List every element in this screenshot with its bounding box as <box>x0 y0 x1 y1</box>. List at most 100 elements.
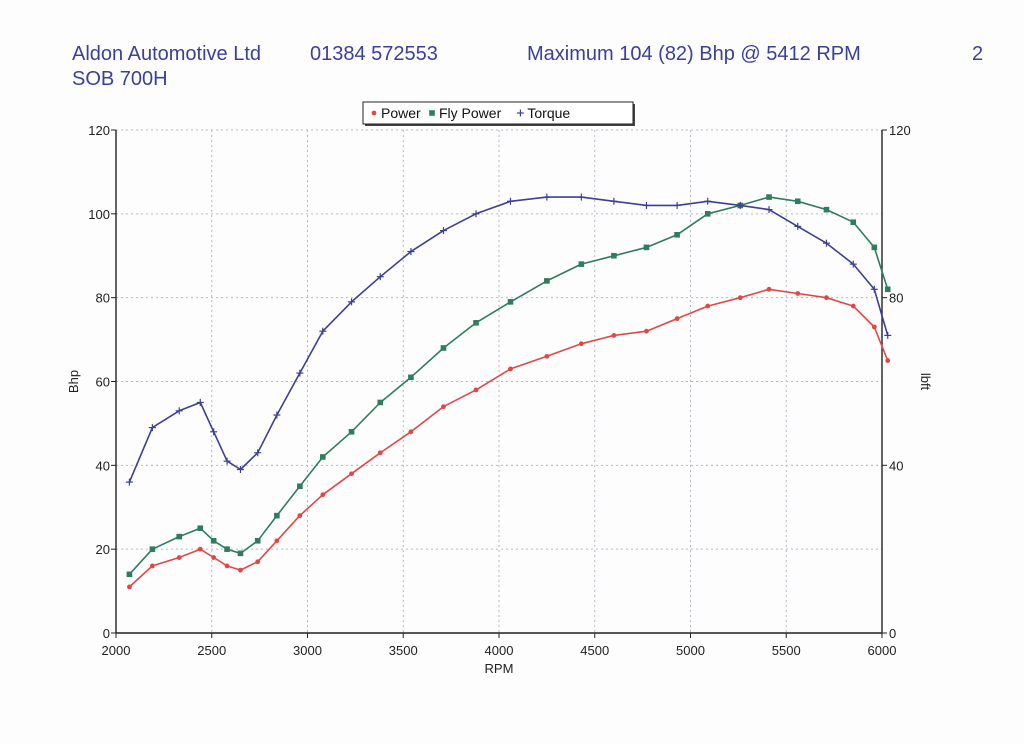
data-point <box>296 369 304 377</box>
legend-label: Fly Power <box>439 105 502 121</box>
data-point <box>274 512 280 519</box>
data-point <box>210 537 217 544</box>
y-tick-label: 20 <box>96 542 110 557</box>
data-point <box>348 298 356 306</box>
data-point <box>884 331 892 339</box>
legend-item: Fly Power <box>429 105 502 121</box>
data-point <box>255 559 261 565</box>
series-line <box>128 196 889 575</box>
data-point <box>516 109 524 117</box>
legend-item: Power <box>371 105 421 121</box>
data-point <box>871 244 878 251</box>
vehicle-registration: SOB 700H <box>72 68 168 90</box>
data-point <box>822 239 830 247</box>
data-point <box>473 320 479 326</box>
data-point <box>371 110 377 116</box>
x-tick-label: 2000 <box>102 643 131 658</box>
data-point <box>884 286 891 293</box>
grid <box>116 129 882 633</box>
data-point <box>577 193 585 201</box>
data-point <box>349 471 354 477</box>
data-point <box>149 546 156 552</box>
data-point <box>850 219 857 226</box>
data-point <box>439 227 447 235</box>
data-point <box>674 316 680 322</box>
data-point <box>224 563 230 569</box>
data-point <box>127 584 132 590</box>
company-name: Aldon Automotive Ltd <box>72 43 262 65</box>
data-point <box>429 110 435 116</box>
data-point <box>736 201 744 209</box>
data-point <box>704 211 711 217</box>
data-point <box>794 222 802 230</box>
data-point <box>472 210 480 218</box>
data-point <box>254 449 262 457</box>
legend-box <box>362 101 634 125</box>
data-point <box>644 328 649 334</box>
y2-tick-label: 0 <box>889 626 896 641</box>
data-point <box>674 231 680 238</box>
y2-axis-label: lbft <box>918 373 933 391</box>
data-point <box>197 546 203 552</box>
data-point <box>273 411 281 419</box>
data-point <box>176 555 182 560</box>
data-point <box>473 387 479 393</box>
data-point <box>441 404 446 410</box>
data-point <box>611 252 617 259</box>
data-point <box>224 546 230 552</box>
data-point <box>236 466 244 474</box>
data-point <box>210 428 218 436</box>
data-point <box>849 260 857 268</box>
data-point <box>737 295 743 301</box>
maximum-power-summary: Maximum 104 (82) Bhp @ 5412 RPM <box>527 43 861 65</box>
legend-item: Torque <box>516 105 570 121</box>
data-point <box>126 571 133 578</box>
data-point <box>377 399 384 406</box>
series-line <box>128 288 889 588</box>
x-axis-label: RPM <box>485 661 514 676</box>
data-point <box>544 353 550 359</box>
data-point <box>507 299 514 305</box>
y2-tick-label: 40 <box>889 458 903 473</box>
legend-label: Torque <box>527 105 570 121</box>
data-point <box>223 457 231 465</box>
x-tick-label: 3000 <box>293 643 322 658</box>
data-point <box>795 291 801 296</box>
data-point <box>125 478 133 486</box>
data-point <box>643 244 650 251</box>
data-point <box>176 533 182 540</box>
data-point <box>766 286 772 292</box>
data-point <box>578 341 584 347</box>
data-point <box>885 358 891 363</box>
y-tick-label: 60 <box>96 375 110 390</box>
x-tick-label: 4000 <box>485 643 514 658</box>
data-point <box>823 206 830 213</box>
data-point <box>508 366 513 372</box>
series-line <box>128 196 889 483</box>
legend: Power Fly Power Torque <box>362 101 635 126</box>
data-point <box>348 429 355 435</box>
data-point <box>254 537 261 544</box>
data-point <box>297 483 303 490</box>
y-axis-label: Bhp <box>66 370 81 393</box>
y-tick-label: 80 <box>96 291 110 306</box>
data-point <box>870 285 878 293</box>
data-point <box>765 206 773 214</box>
data-point <box>196 398 204 406</box>
data-point <box>237 550 244 557</box>
data-point <box>408 374 414 381</box>
data-point <box>642 201 650 209</box>
data-point <box>610 197 618 205</box>
data-point <box>824 295 829 301</box>
page-number: 2 <box>972 43 984 65</box>
data-point <box>544 278 550 284</box>
data-point <box>148 424 156 432</box>
data-point <box>274 538 280 544</box>
y-tick-label: 100 <box>88 207 110 222</box>
data-point <box>320 454 326 460</box>
company-phone: 01384 572553 <box>310 43 438 65</box>
data-point <box>704 197 712 205</box>
y-tick-label: 120 <box>88 123 110 138</box>
data-point <box>705 303 711 309</box>
